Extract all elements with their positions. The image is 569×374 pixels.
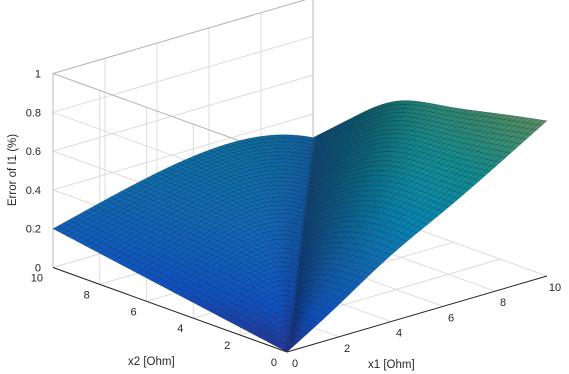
- z-tick-label: 0.2: [26, 224, 41, 236]
- y-tick-label: 10: [31, 273, 43, 285]
- y-tick-label: 2: [224, 340, 230, 352]
- y-tick-label: 6: [130, 306, 136, 318]
- error-surface: [52, 100, 548, 353]
- y-tick-label: 4: [177, 323, 183, 335]
- z-tick-label: 0.6: [26, 146, 41, 158]
- x-tick-label: 4: [396, 328, 402, 340]
- y-tick-label: 0: [271, 357, 277, 369]
- z-tick-label: 0: [35, 263, 41, 275]
- z-tick-label: 0.4: [26, 185, 41, 197]
- z-axis-label: Error of I1 (%): [7, 134, 19, 206]
- z-tick-label: 0.8: [26, 107, 41, 119]
- x-tick-label: 10: [549, 282, 561, 294]
- x-tick-label: 6: [448, 312, 454, 324]
- x-tick-label: 0: [292, 358, 298, 370]
- x-axis-label: x1 [Ohm]: [368, 359, 415, 371]
- x-tick-label: 8: [500, 297, 506, 309]
- axes-lines: [52, 267, 548, 353]
- x-tick-label: 2: [344, 343, 350, 355]
- y-tick-label: 8: [84, 289, 90, 301]
- y-axis-label: x2 [Ohm]: [128, 356, 175, 368]
- z-tick-label: 1: [35, 69, 41, 81]
